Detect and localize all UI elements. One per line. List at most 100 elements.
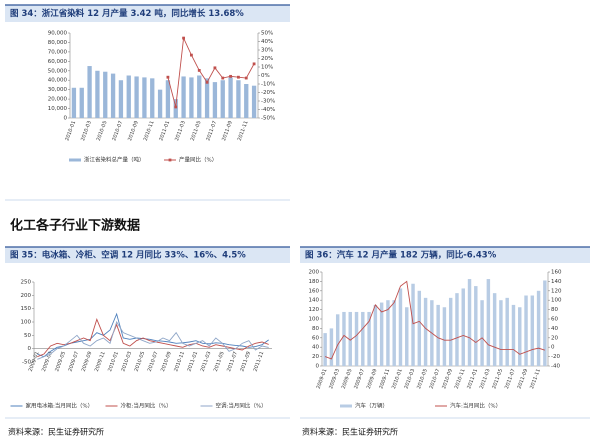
line-marker [190,53,193,57]
x-tick-label: 2009-07 [353,368,366,390]
y-tick-label: 150 [21,306,32,312]
bar [467,279,472,366]
legend-marker [168,158,172,162]
x-tick-label: 2009-09 [81,351,94,373]
section-heading: 化工各子行业下游数据 [10,218,140,234]
x-tick-label: 2010-07 [111,120,124,142]
bar [173,99,178,118]
bar [126,75,131,118]
line-series [37,318,269,358]
bar [95,70,100,118]
line-marker [213,66,217,70]
y2-tick-label: 140 [551,279,562,285]
bar [461,288,465,366]
y2-tick-label: -40% [261,107,275,113]
x-tick-label: 2009-07 [67,351,80,373]
x-tick-label: 2010-11 [173,351,186,373]
y2-tick-label: 30% [261,48,273,54]
x-tick-label: 2009-03 [328,368,341,390]
source-note: 资料来源：民生证券研究所 [302,427,398,437]
x-tick-label: 2011-01 [158,120,171,142]
y-tick-label: 0 [64,116,68,122]
y2-tick-label: 40% [261,39,273,45]
y-tick-label: 60 [312,335,319,341]
x-tick-label: 2010-07 [429,368,442,390]
bar [373,304,378,366]
figure-title: 图 34：浙江省染料 12 月产量 3.42 吨，同比增长 13.68% [10,8,244,19]
x-tick-label: 2010-03 [80,120,93,142]
x-tick-label: 2010-05 [96,120,109,142]
bar [386,300,390,366]
bar [499,300,503,366]
bar [411,283,415,366]
y2-tick-label: 100 [551,298,562,304]
x-tick-label: 2010-01 [391,368,404,390]
line-marker [221,76,225,80]
bar [448,297,453,366]
bar [361,311,365,366]
line-marker [244,76,248,80]
bar [436,304,440,366]
legend-swatch [340,404,352,408]
y2-tick-label: -20 [551,354,560,360]
bar [323,333,327,366]
bar [486,279,491,366]
bar [367,311,371,366]
line-marker [205,80,209,84]
bar [251,85,257,118]
y-tick-label: 120 [309,307,320,313]
y-tick-label: 160 [309,288,320,294]
bar [204,78,210,118]
x-tick-label: 2010-09 [127,120,140,142]
bar [348,311,352,366]
bar [423,297,428,366]
y-tick-label: 0 [316,364,320,370]
y2-tick-label: -10% [261,82,275,88]
bar [492,293,497,366]
line-marker [229,74,232,78]
x-tick-label: 2011-09 [517,368,530,390]
y-tick-label: 100 [309,317,320,323]
source-note: 资料来源：民生证券研究所 [8,427,104,437]
x-tick-label: 2011-07 [504,368,517,390]
x-tick-label: 2011-11 [529,368,542,390]
bar [524,295,528,366]
line-marker [182,36,185,40]
x-tick-label: 2009-11 [94,351,107,373]
y-tick-label: 200 [21,293,32,299]
bar [228,77,233,118]
line-marker [252,62,256,66]
x-tick-label: 2011-11 [237,120,250,142]
y2-tick-label: 80 [551,307,558,313]
bar [103,71,108,118]
bar [244,84,249,118]
y-tick-label: 20 [312,354,319,360]
bar [71,87,77,118]
line-series [37,312,269,358]
x-tick-label: 2010-03 [404,368,417,390]
bar [511,304,516,366]
y2-tick-label: 50% [261,31,273,37]
x-tick-label: 2010-03 [120,351,133,373]
bar [150,78,155,118]
x-tick-label: 2011-03 [200,351,213,373]
x-tick-label: 2011-01 [466,368,479,390]
legend-label: 空调:当月同比（%） [216,402,267,410]
x-tick-label: 2011-09 [239,351,252,373]
y-tick-label: 30,000 [48,87,68,93]
bar [212,82,218,118]
x-tick-label: 2010-11 [454,368,467,390]
y-tick-label: 100 [21,320,32,326]
x-tick-label: 2009-01 [316,368,329,390]
bar [543,280,547,366]
bar [329,328,334,366]
line-series [167,36,255,108]
x-tick-label: 2011-11 [253,351,266,373]
legend-label: 冷柜:当月同比（%） [121,402,172,410]
x-tick-label: 2011-07 [226,351,239,373]
x-tick-label: 2010-09 [160,351,173,373]
y-tick-label: 200 [309,270,320,276]
bar [189,77,194,118]
line-marker [197,69,201,72]
